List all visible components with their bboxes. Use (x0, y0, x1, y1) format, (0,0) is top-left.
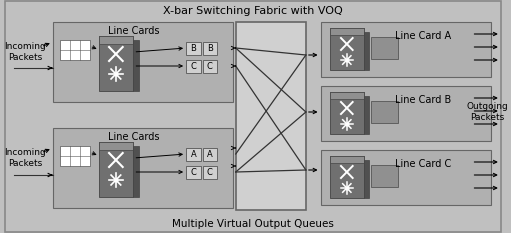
Bar (330, 28, 364, 35)
Text: C: C (207, 62, 213, 71)
Text: Outgoing
Packets: Outgoing Packets (466, 102, 508, 122)
Bar (371, 101, 399, 123)
Bar (186, 42, 201, 55)
Bar (320, 150, 491, 205)
Bar (60, 146, 89, 166)
Text: C: C (191, 62, 196, 71)
Bar (99, 36, 133, 91)
Bar (53, 22, 233, 102)
Text: Line Card C: Line Card C (394, 159, 451, 169)
Bar (202, 166, 217, 179)
Bar (320, 22, 491, 77)
Bar (364, 32, 369, 70)
Text: Multiple Virtual Output Queues: Multiple Virtual Output Queues (172, 219, 334, 229)
Bar (99, 36, 133, 44)
Bar (320, 86, 491, 141)
Bar (60, 40, 89, 60)
Bar (330, 92, 364, 134)
Bar (186, 148, 201, 161)
Text: X-bar Switching Fabric with VOQ: X-bar Switching Fabric with VOQ (164, 6, 343, 16)
Bar (99, 142, 133, 197)
Bar (330, 28, 364, 70)
Bar (202, 60, 217, 73)
Bar (133, 40, 140, 91)
Text: C: C (191, 168, 196, 177)
Bar (371, 165, 399, 187)
Bar (133, 146, 140, 197)
Bar (330, 156, 364, 163)
Bar (371, 37, 399, 59)
Bar (202, 148, 217, 161)
Text: Line Cards: Line Cards (108, 26, 159, 36)
Bar (330, 92, 364, 99)
Bar (330, 156, 364, 198)
Text: C: C (207, 168, 213, 177)
Bar (364, 96, 369, 134)
Text: B: B (207, 44, 213, 53)
Text: Incoming
Packets: Incoming Packets (5, 148, 46, 168)
Bar (99, 142, 133, 150)
Bar (186, 60, 201, 73)
Bar (364, 160, 369, 198)
Bar (186, 166, 201, 179)
Bar (236, 22, 306, 210)
Text: Line Card A: Line Card A (395, 31, 451, 41)
Text: Line Cards: Line Cards (108, 132, 159, 142)
Text: Incoming
Packets: Incoming Packets (5, 42, 46, 62)
Text: B: B (191, 44, 196, 53)
Bar (53, 128, 233, 208)
Text: Line Card B: Line Card B (394, 95, 451, 105)
Bar (202, 42, 217, 55)
Text: A: A (191, 150, 196, 159)
Text: A: A (207, 150, 213, 159)
